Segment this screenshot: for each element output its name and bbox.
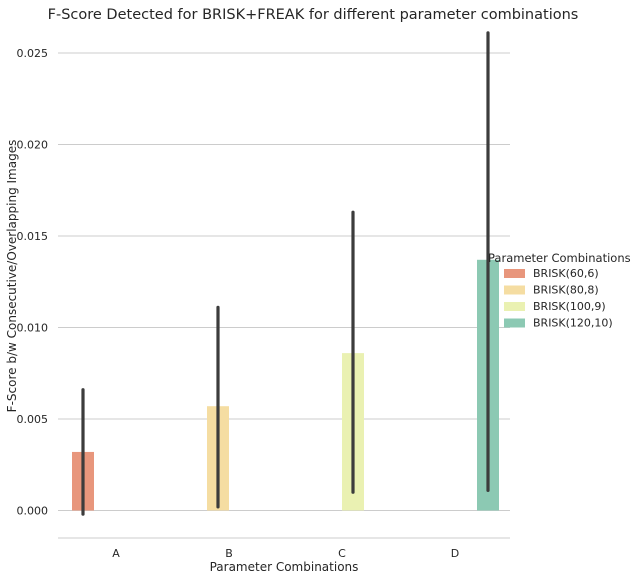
x-tick-label: B (225, 547, 233, 560)
x-tick-label: A (112, 547, 120, 560)
legend: Parameter Combinations BRISK(60,6)BRISK(… (488, 251, 631, 330)
legend-label: BRISK(120,10) (533, 317, 613, 330)
bars (72, 31, 499, 516)
y-tick-labels: 0.000 0.005 0.010 0.015 0.020 0.025 (17, 47, 49, 518)
x-axis-label: Parameter Combinations (210, 560, 359, 574)
y-tick-label: 0.020 (17, 139, 49, 152)
x-tick-label: C (338, 547, 346, 560)
legend-label: BRISK(80,8) (533, 284, 599, 297)
gridlines (58, 52, 510, 511)
y-tick-label: 0.010 (17, 322, 49, 335)
legend-swatch (504, 302, 525, 311)
legend-swatch (504, 269, 525, 278)
chart-title: F-Score Detected for BRISK+FREAK for dif… (48, 7, 579, 23)
legend-label: BRISK(60,6) (533, 267, 599, 280)
legend-swatch (504, 285, 525, 295)
y-tick-label: 0.015 (17, 230, 49, 243)
y-axis-label: F-Score b/w Consecutive/Overlapping Imag… (5, 140, 19, 413)
y-tick-label: 0.000 (17, 505, 49, 518)
x-tick-label: D (451, 547, 459, 560)
y-tick-label: 0.005 (17, 413, 49, 426)
legend-label: BRISK(100,9) (533, 300, 606, 313)
y-tick-label: 0.025 (17, 47, 49, 60)
legend-title: Parameter Combinations (488, 251, 631, 265)
legend-swatch (504, 318, 525, 328)
legend-items: BRISK(60,6) BRISK(80,8) BRISK(100,9) BRISK(… (504, 267, 613, 330)
x-tick-labels: A B C D (112, 547, 459, 560)
